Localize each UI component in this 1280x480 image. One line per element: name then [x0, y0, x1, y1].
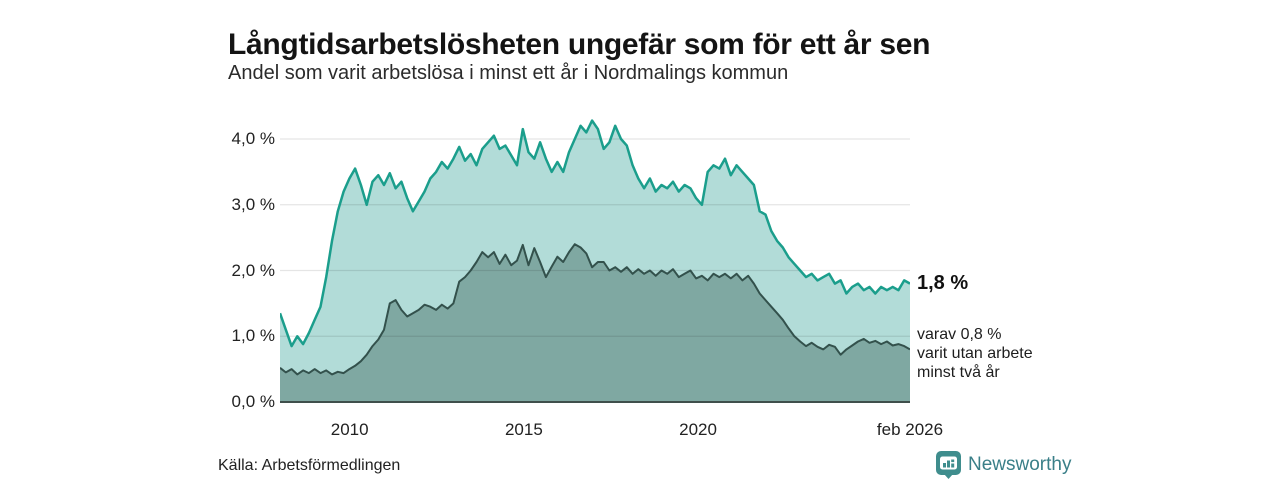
y-axis-label: 0,0 % — [231, 392, 275, 411]
y-axis-label: 1,0 % — [231, 326, 275, 346]
newsworthy-logo: Newsworthy — [935, 450, 1071, 479]
brand-wordmark: Newsworthy — [968, 453, 1072, 475]
annotation-line: varit utan arbete — [917, 345, 1033, 362]
page-title: Långtidsarbetslösheten ungefär som för e… — [228, 28, 931, 62]
area-chart — [280, 119, 910, 403]
bar-chart-speech-bubble-icon — [936, 451, 961, 479]
secondary-series-annotation: varav 0,8 % varit utan arbete minst två … — [917, 325, 1033, 382]
unemployed-two-years-area — [280, 244, 910, 402]
chart-subtitle: Andel som varit arbetslösa i minst ett å… — [228, 62, 789, 84]
annotation-line: varav 0,8 % — [917, 326, 1002, 343]
y-axis-label: 4,0 % — [231, 129, 275, 148]
x-axis-label: feb 2026 — [876, 420, 944, 439]
plot-area — [280, 103, 910, 405]
y-axis-label: 2,0 % — [231, 260, 275, 280]
unemployed-one-year-line — [280, 119, 910, 348]
unemployed-two-years-line — [280, 243, 910, 376]
annotation-line: minst två år — [917, 364, 1000, 381]
source-credit: Källa: Arbetsförmedlingen — [218, 457, 401, 474]
y-axis-label: 3,0 % — [231, 194, 275, 214]
latest-value-label: 1,8 % — [917, 272, 969, 294]
x-axis-label: 2010 — [330, 420, 369, 439]
x-axis-label: 2020 — [679, 420, 717, 439]
x-axis-label: 2015 — [504, 420, 543, 439]
